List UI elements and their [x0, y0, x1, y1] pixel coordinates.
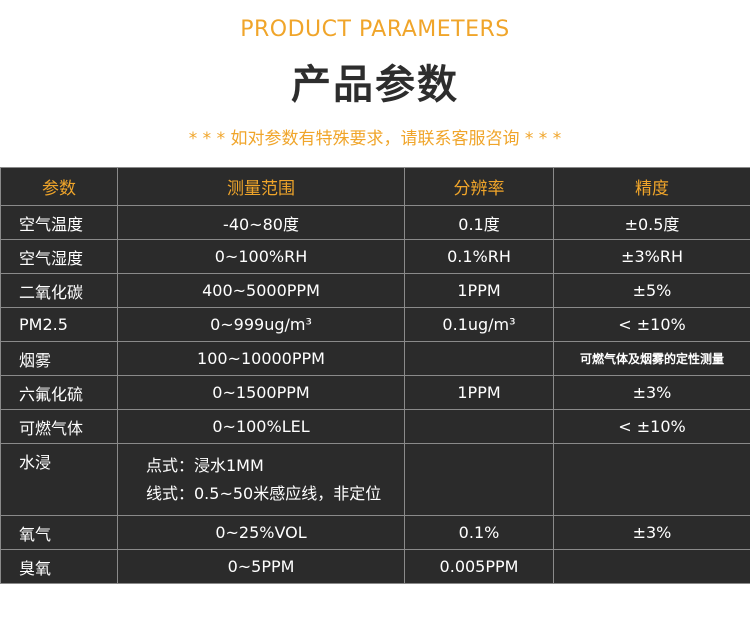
- table-row: 臭氧 0~5PPM 0.005PPM: [0, 549, 750, 584]
- table-row: 六氟化硫 0~1500PPM 1PPM ±3%: [0, 375, 750, 410]
- table-header-row: 参数 测量范围 分辨率 精度: [0, 167, 750, 206]
- param-cell: 臭氧: [0, 549, 118, 584]
- range-cell: 点式：浸水1MM 线式：0.5~50米感应线，非定位: [117, 443, 405, 516]
- range-cell: -40~80度: [117, 205, 405, 240]
- contact-note: * * * 如对参数有特殊要求，请联系客服咨询 * * *: [188, 129, 562, 149]
- header-resolution: 分辨率: [404, 167, 554, 206]
- resolution-cell: 0.1%: [404, 515, 554, 550]
- table-row: 二氧化碳 400~5000PPM 1PPM ±5%: [0, 273, 750, 308]
- resolution-cell: 1PPM: [404, 375, 554, 410]
- param-cell: PM2.5: [0, 307, 118, 342]
- resolution-cell: 0.1ug/m³: [404, 307, 554, 342]
- param-cell: 烟雾: [0, 341, 118, 376]
- table-row: 空气湿度 0~100%RH 0.1%RH ±3%RH: [0, 239, 750, 274]
- range-cell: 0~100%LEL: [117, 409, 405, 444]
- accuracy-cell: ±5%: [553, 273, 750, 308]
- param-cell: 水浸: [0, 443, 118, 516]
- table-row: 可燃气体 0~100%LEL < ±10%: [0, 409, 750, 444]
- resolution-cell: 0.1%RH: [404, 239, 554, 274]
- resolution-cell: [404, 443, 554, 516]
- header-accuracy: 精度: [553, 167, 750, 206]
- resolution-cell: [404, 341, 554, 376]
- param-cell: 空气温度: [0, 205, 118, 240]
- range-cell: 0~100%RH: [117, 239, 405, 274]
- accuracy-cell: ±3%: [553, 515, 750, 550]
- accuracy-cell: [553, 549, 750, 584]
- range-cell: 0~1500PPM: [117, 375, 405, 410]
- resolution-cell: 0.005PPM: [404, 549, 554, 584]
- param-cell: 空气湿度: [0, 239, 118, 274]
- accuracy-cell: < ±10%: [553, 307, 750, 342]
- table-row: 烟雾 100~10000PPM 可燃气体及烟雾的定性测量: [0, 341, 750, 376]
- accuracy-cell: 可燃气体及烟雾的定性测量: [553, 341, 750, 376]
- header-range: 测量范围: [117, 167, 405, 206]
- range-line-wire: 线式：0.5~50米感应线，非定位: [146, 483, 382, 503]
- table-row: PM2.5 0~999ug/m³ 0.1ug/m³ < ±10%: [0, 307, 750, 342]
- range-cell: 400~5000PPM: [117, 273, 405, 308]
- param-cell: 六氟化硫: [0, 375, 118, 410]
- accuracy-cell: < ±10%: [553, 409, 750, 444]
- range-line-point: 点式：浸水1MM: [146, 455, 264, 475]
- accuracy-cell: ±3%RH: [553, 239, 750, 274]
- accuracy-cell: ±0.5度: [553, 205, 750, 240]
- parameters-table: 参数 测量范围 分辨率 精度 空气温度 -40~80度 0.1度 ±0.5度 空…: [0, 167, 750, 584]
- param-cell: 可燃气体: [0, 409, 118, 444]
- range-cell: 100~10000PPM: [117, 341, 405, 376]
- accuracy-cell: [553, 443, 750, 516]
- param-cell: 二氧化碳: [0, 273, 118, 308]
- param-cell: 氧气: [0, 515, 118, 550]
- table-row: 水浸 点式：浸水1MM 线式：0.5~50米感应线，非定位: [0, 443, 750, 516]
- page-title: 产品参数: [291, 62, 459, 108]
- resolution-cell: 0.1度: [404, 205, 554, 240]
- range-cell: 0~25%VOL: [117, 515, 405, 550]
- table-row: 空气温度 -40~80度 0.1度 ±0.5度: [0, 205, 750, 240]
- resolution-cell: 1PPM: [404, 273, 554, 308]
- range-cell: 0~999ug/m³: [117, 307, 405, 342]
- english-title: PRODUCT PARAMETERS: [240, 17, 510, 42]
- header-param: 参数: [0, 167, 118, 206]
- table-row: 氧气 0~25%VOL 0.1% ±3%: [0, 515, 750, 550]
- accuracy-cell: ±3%: [553, 375, 750, 410]
- range-cell: 0~5PPM: [117, 549, 405, 584]
- resolution-cell: [404, 409, 554, 444]
